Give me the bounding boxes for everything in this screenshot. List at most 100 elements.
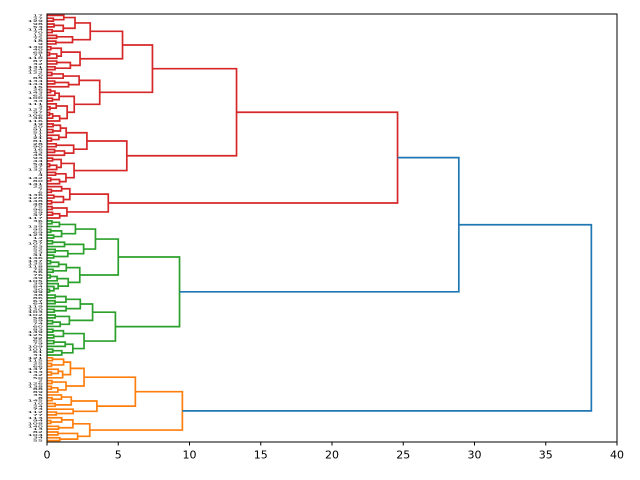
leaf-label: 53	[33, 26, 43, 29]
leaf-label: 33	[33, 100, 43, 103]
leaf-label: 84	[33, 285, 43, 288]
leaf-label: 111	[28, 103, 44, 106]
leaf-label: 112	[28, 411, 44, 414]
leaf-label: 136	[28, 194, 44, 197]
x-axis-tick-label: 0	[44, 449, 51, 462]
leaf-label: 128	[28, 197, 44, 200]
leaf-label: 13	[33, 428, 43, 431]
dendrogram-link	[47, 371, 53, 376]
dendrogram-link	[47, 308, 56, 314]
leaf-label: 139	[28, 225, 44, 228]
leaf-label: 88	[33, 388, 43, 391]
x-axis-tick-label: 15	[254, 449, 268, 462]
leaf-label: 93	[33, 157, 43, 160]
leaf-label: 126	[28, 382, 44, 385]
leaf-label: 43	[33, 151, 43, 154]
leaf-label: 127	[28, 108, 44, 111]
leaf-label: 94	[33, 419, 43, 422]
leaf-label: 47	[33, 214, 43, 217]
leaf-label: 40	[33, 48, 43, 51]
dendrogram-link	[79, 238, 120, 276]
leaf-label: 16	[33, 148, 43, 151]
dendrogram-link	[51, 381, 67, 391]
x-axis-tick-label: 5	[115, 449, 122, 462]
dendrogram-link	[47, 239, 54, 245]
leaf-label: 130	[28, 46, 44, 49]
leaf-label: 38	[33, 294, 43, 297]
dendrogram-link	[47, 379, 53, 385]
dendrogram-link	[74, 140, 128, 172]
leaf-label: 42	[33, 374, 43, 377]
leaf-label: 9	[38, 43, 43, 46]
dendrogram-link	[55, 315, 71, 326]
dendrogram-link	[51, 358, 65, 366]
leaf-label: 7	[38, 188, 43, 191]
leaf-label: 59	[33, 320, 43, 323]
leaf-label: 12	[33, 34, 43, 37]
dendrogram-link	[57, 432, 79, 440]
leaf-label: 87	[33, 60, 43, 63]
leaf-label: 61	[33, 351, 43, 354]
leaf-label: 83	[33, 328, 43, 331]
leaf-label: 22	[33, 185, 43, 188]
dendrogram-link	[63, 332, 85, 350]
leaf-label: 100	[28, 97, 44, 100]
leaf-label: 133	[28, 371, 44, 374]
leaf-label: 35	[33, 394, 43, 397]
leaf-label: 98	[33, 23, 43, 26]
leaf-label: 81	[33, 140, 43, 143]
dendrogram-link	[47, 402, 57, 408]
leaf-labels: 1727129985311470127218913040687111087321…	[28, 14, 44, 442]
leaf-label: 0	[38, 74, 43, 77]
x-axis-tick-label: 30	[468, 449, 482, 462]
dendrogram-link	[53, 263, 68, 272]
leaf-label: 143	[28, 91, 44, 94]
leaf-label: 140	[28, 425, 44, 428]
leaf-label: 149	[28, 331, 44, 334]
leaf-label: 138	[28, 385, 44, 388]
leaf-label: 5	[38, 223, 43, 226]
leaf-label: 145	[28, 399, 44, 402]
leaf-label: 60	[33, 325, 43, 328]
leaf-label: 15	[33, 86, 43, 89]
leaf-label: 114	[28, 29, 44, 32]
leaf-label: 129	[28, 20, 44, 23]
dendrogram-link	[47, 294, 56, 299]
dendrogram-link	[47, 228, 52, 234]
leaf-label: 148	[28, 200, 44, 203]
dendrogram-link	[47, 97, 54, 102]
leaf-label: 58	[33, 317, 43, 320]
dendrogram-link	[52, 124, 62, 132]
leaf-label: 85	[33, 77, 43, 80]
dendrogram-link	[47, 211, 54, 217]
x-axis-tick-label: 10	[183, 449, 197, 462]
dendrogram-links	[47, 14, 593, 442]
dendrogram-link	[47, 396, 53, 402]
leaf-label: 131	[28, 66, 44, 69]
leaf-label: 73	[33, 408, 43, 411]
dendrogram-link	[47, 348, 54, 353]
dendrogram-link	[47, 356, 54, 362]
dendrogram-link	[47, 419, 52, 425]
x-axis-tick-label: 40	[610, 449, 624, 462]
leaf-label: 116	[28, 120, 44, 123]
leaf-label: 55	[33, 439, 43, 442]
leaf-label: 92	[33, 337, 43, 340]
dendrogram-link	[55, 295, 67, 304]
leaf-label: 36	[33, 220, 43, 223]
dendrogram-link	[47, 80, 56, 85]
leaf-label: 17	[33, 14, 43, 17]
leaf-label: 135	[28, 262, 44, 265]
dendrogram-link	[182, 223, 593, 412]
leaf-label: 105	[28, 280, 44, 283]
leaf-label: 122	[28, 71, 44, 74]
dendrogram-link	[47, 88, 52, 94]
leaf-label: 147	[28, 368, 44, 371]
dendrogram-link	[71, 400, 98, 413]
leaf-label: 66	[33, 365, 43, 368]
dendrogram-link	[47, 411, 58, 416]
dendrogram-link	[47, 194, 55, 199]
leaf-label: 102	[28, 314, 44, 317]
leaf-label: 141	[28, 183, 44, 186]
